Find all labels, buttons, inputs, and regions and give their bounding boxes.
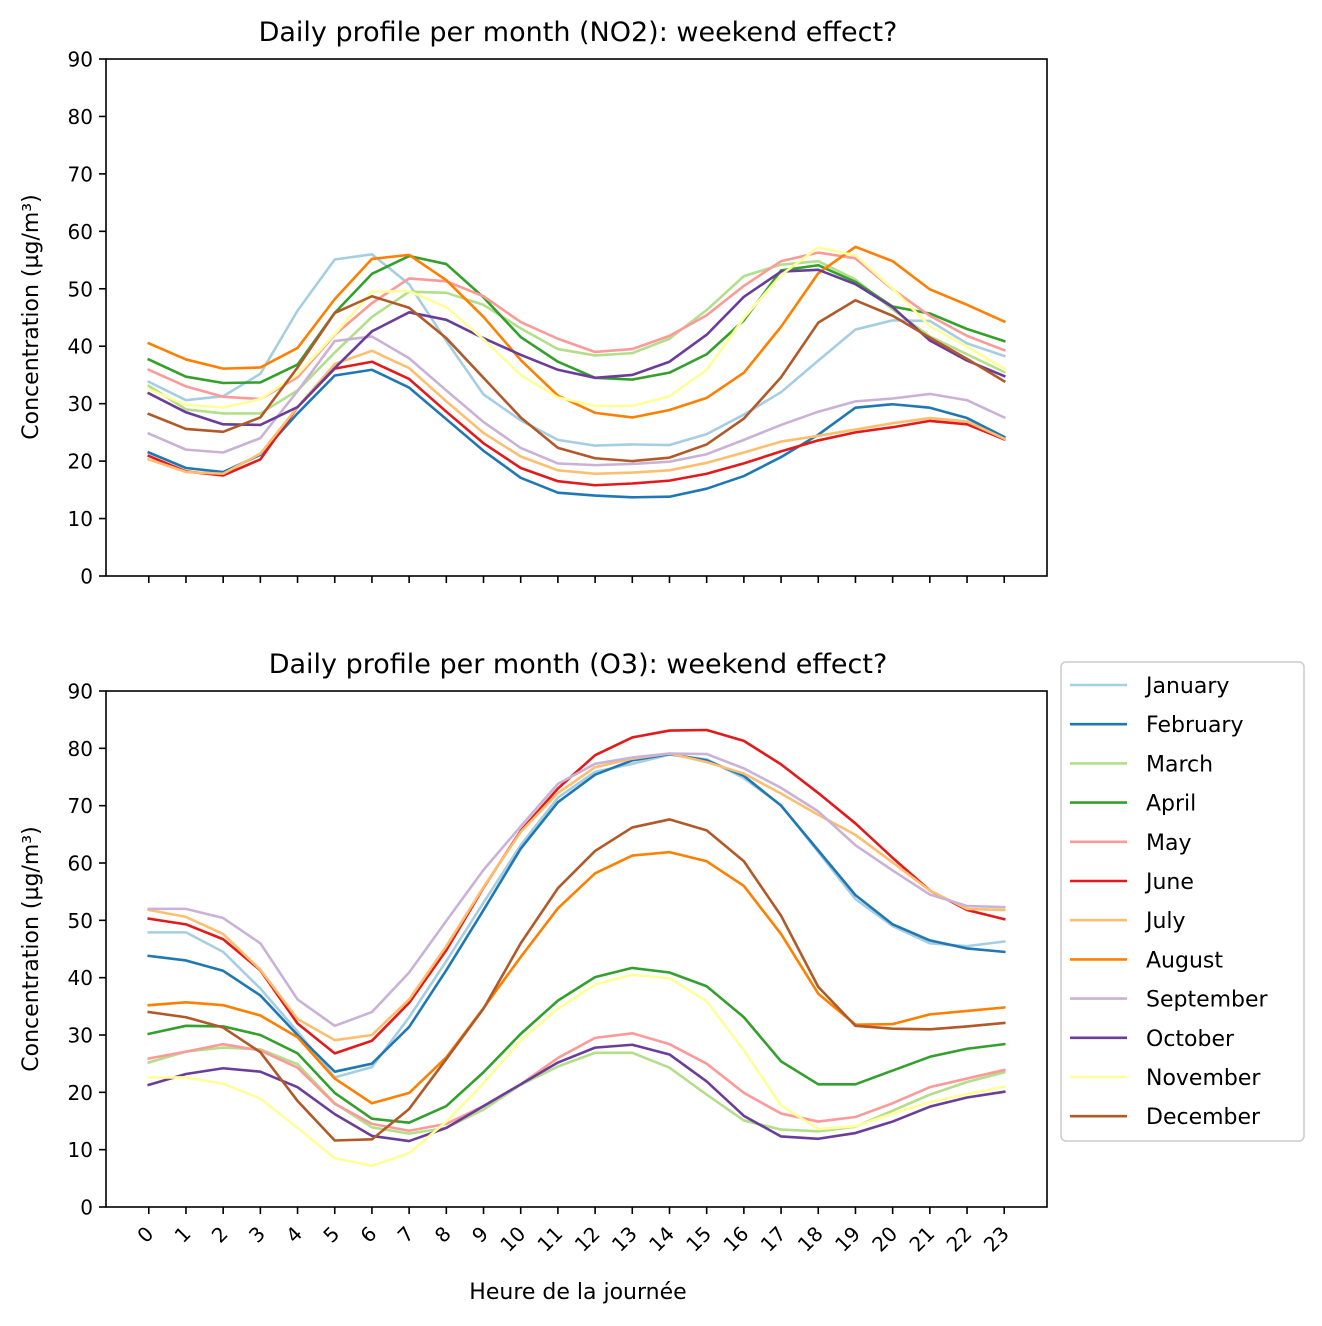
- series-line-november: [147, 246, 1007, 409]
- no2-plot-frame: [105, 58, 1048, 577]
- no2-y-axis-ticks: 0 10 20 30 40 50 60 70 80 90: [68, 48, 106, 589]
- legend-label-march: March: [1146, 752, 1213, 777]
- series-line-october: [147, 268, 1006, 427]
- o3-plot-frame: [105, 690, 1048, 1208]
- y-tick-label: 40: [68, 966, 93, 990]
- y-tick-label: 50: [68, 909, 93, 933]
- series-line-january: [147, 253, 1006, 447]
- legend-label-june: June: [1144, 870, 1194, 895]
- legend: January February March April May June July Augu…: [1060, 661, 1305, 1142]
- legend-label-november: November: [1146, 1066, 1261, 1091]
- series-line-december: [147, 818, 1006, 1142]
- y-tick-label: 0: [80, 1196, 93, 1220]
- y-tick-label: 90: [68, 48, 93, 72]
- series-line-may: [147, 251, 1006, 401]
- series-line-february: [147, 752, 1006, 1073]
- legend-label-august: August: [1146, 948, 1223, 973]
- y-tick-label: 60: [68, 220, 93, 244]
- y-tick-label: 20: [68, 450, 93, 474]
- series-line-april: [147, 966, 1006, 1125]
- y-tick-label: 60: [68, 852, 93, 876]
- series-line-october: [147, 1043, 1006, 1143]
- o3-x-axis-label: Heure de la journée: [469, 1280, 686, 1305]
- no2-plot-lines: [146, 245, 1007, 499]
- legend-label-january: January: [1144, 674, 1229, 699]
- y-tick-label: 70: [68, 162, 93, 186]
- legend-label-february: February: [1146, 713, 1244, 738]
- y-tick-label: 70: [68, 794, 93, 818]
- series-line-november: [147, 973, 1006, 1168]
- legend-label-april: April: [1146, 792, 1196, 817]
- series-line-september: [147, 335, 1006, 467]
- o3-y-axis-ticks: 0 10 20 30 40 50 60 70 80 90: [68, 680, 106, 1220]
- series-line-january: [147, 753, 1006, 1079]
- series-line-december: [147, 294, 1007, 463]
- no2-chart: Daily profile per month (NO2): weekend e…: [19, 17, 1048, 589]
- legend-label-december: December: [1146, 1105, 1261, 1130]
- series-line-may: [147, 1031, 1006, 1133]
- no2-y-axis-label: Concentration (µg/m³): [19, 194, 44, 439]
- legend-entries: January February March April May June July Augu…: [1070, 674, 1269, 1130]
- legend-label-may: May: [1146, 831, 1191, 856]
- no2-chart-title: Daily profile per month (NO2): weekend e…: [259, 17, 898, 48]
- series-line-july: [147, 752, 1006, 1042]
- legend-frame: [1060, 661, 1305, 1142]
- series-line-july: [147, 349, 1006, 476]
- y-tick-label: 40: [68, 335, 93, 359]
- o3-y-axis-label: Concentration (µg/m³): [19, 826, 44, 1071]
- o3-chart-title: Daily profile per month (O3): weekend ef…: [269, 649, 888, 680]
- y-tick-label: 30: [68, 1024, 93, 1048]
- y-tick-label: 30: [68, 392, 93, 416]
- y-tick-label: 10: [68, 507, 93, 531]
- y-tick-label: 50: [68, 277, 93, 301]
- series-line-april: [147, 254, 1006, 385]
- series-line-september: [147, 752, 1006, 1028]
- y-tick-label: 90: [68, 680, 93, 704]
- y-tick-label: 0: [80, 565, 93, 589]
- no2-x-axis-ticks: [147, 576, 1006, 583]
- series-line-june: [147, 728, 1006, 1055]
- y-tick-label: 80: [68, 737, 93, 761]
- y-tick-label: 20: [68, 1081, 93, 1105]
- series-line-august: [147, 850, 1006, 1105]
- legend-label-july: July: [1144, 909, 1186, 934]
- o3-plot-lines: [147, 728, 1006, 1168]
- legend-label-october: October: [1146, 1027, 1235, 1052]
- series-line-february: [147, 368, 1006, 499]
- series-line-august: [147, 245, 1006, 419]
- legend-label-september: September: [1146, 988, 1269, 1013]
- y-tick-label: 10: [68, 1138, 93, 1162]
- y-tick-label: 80: [68, 105, 93, 129]
